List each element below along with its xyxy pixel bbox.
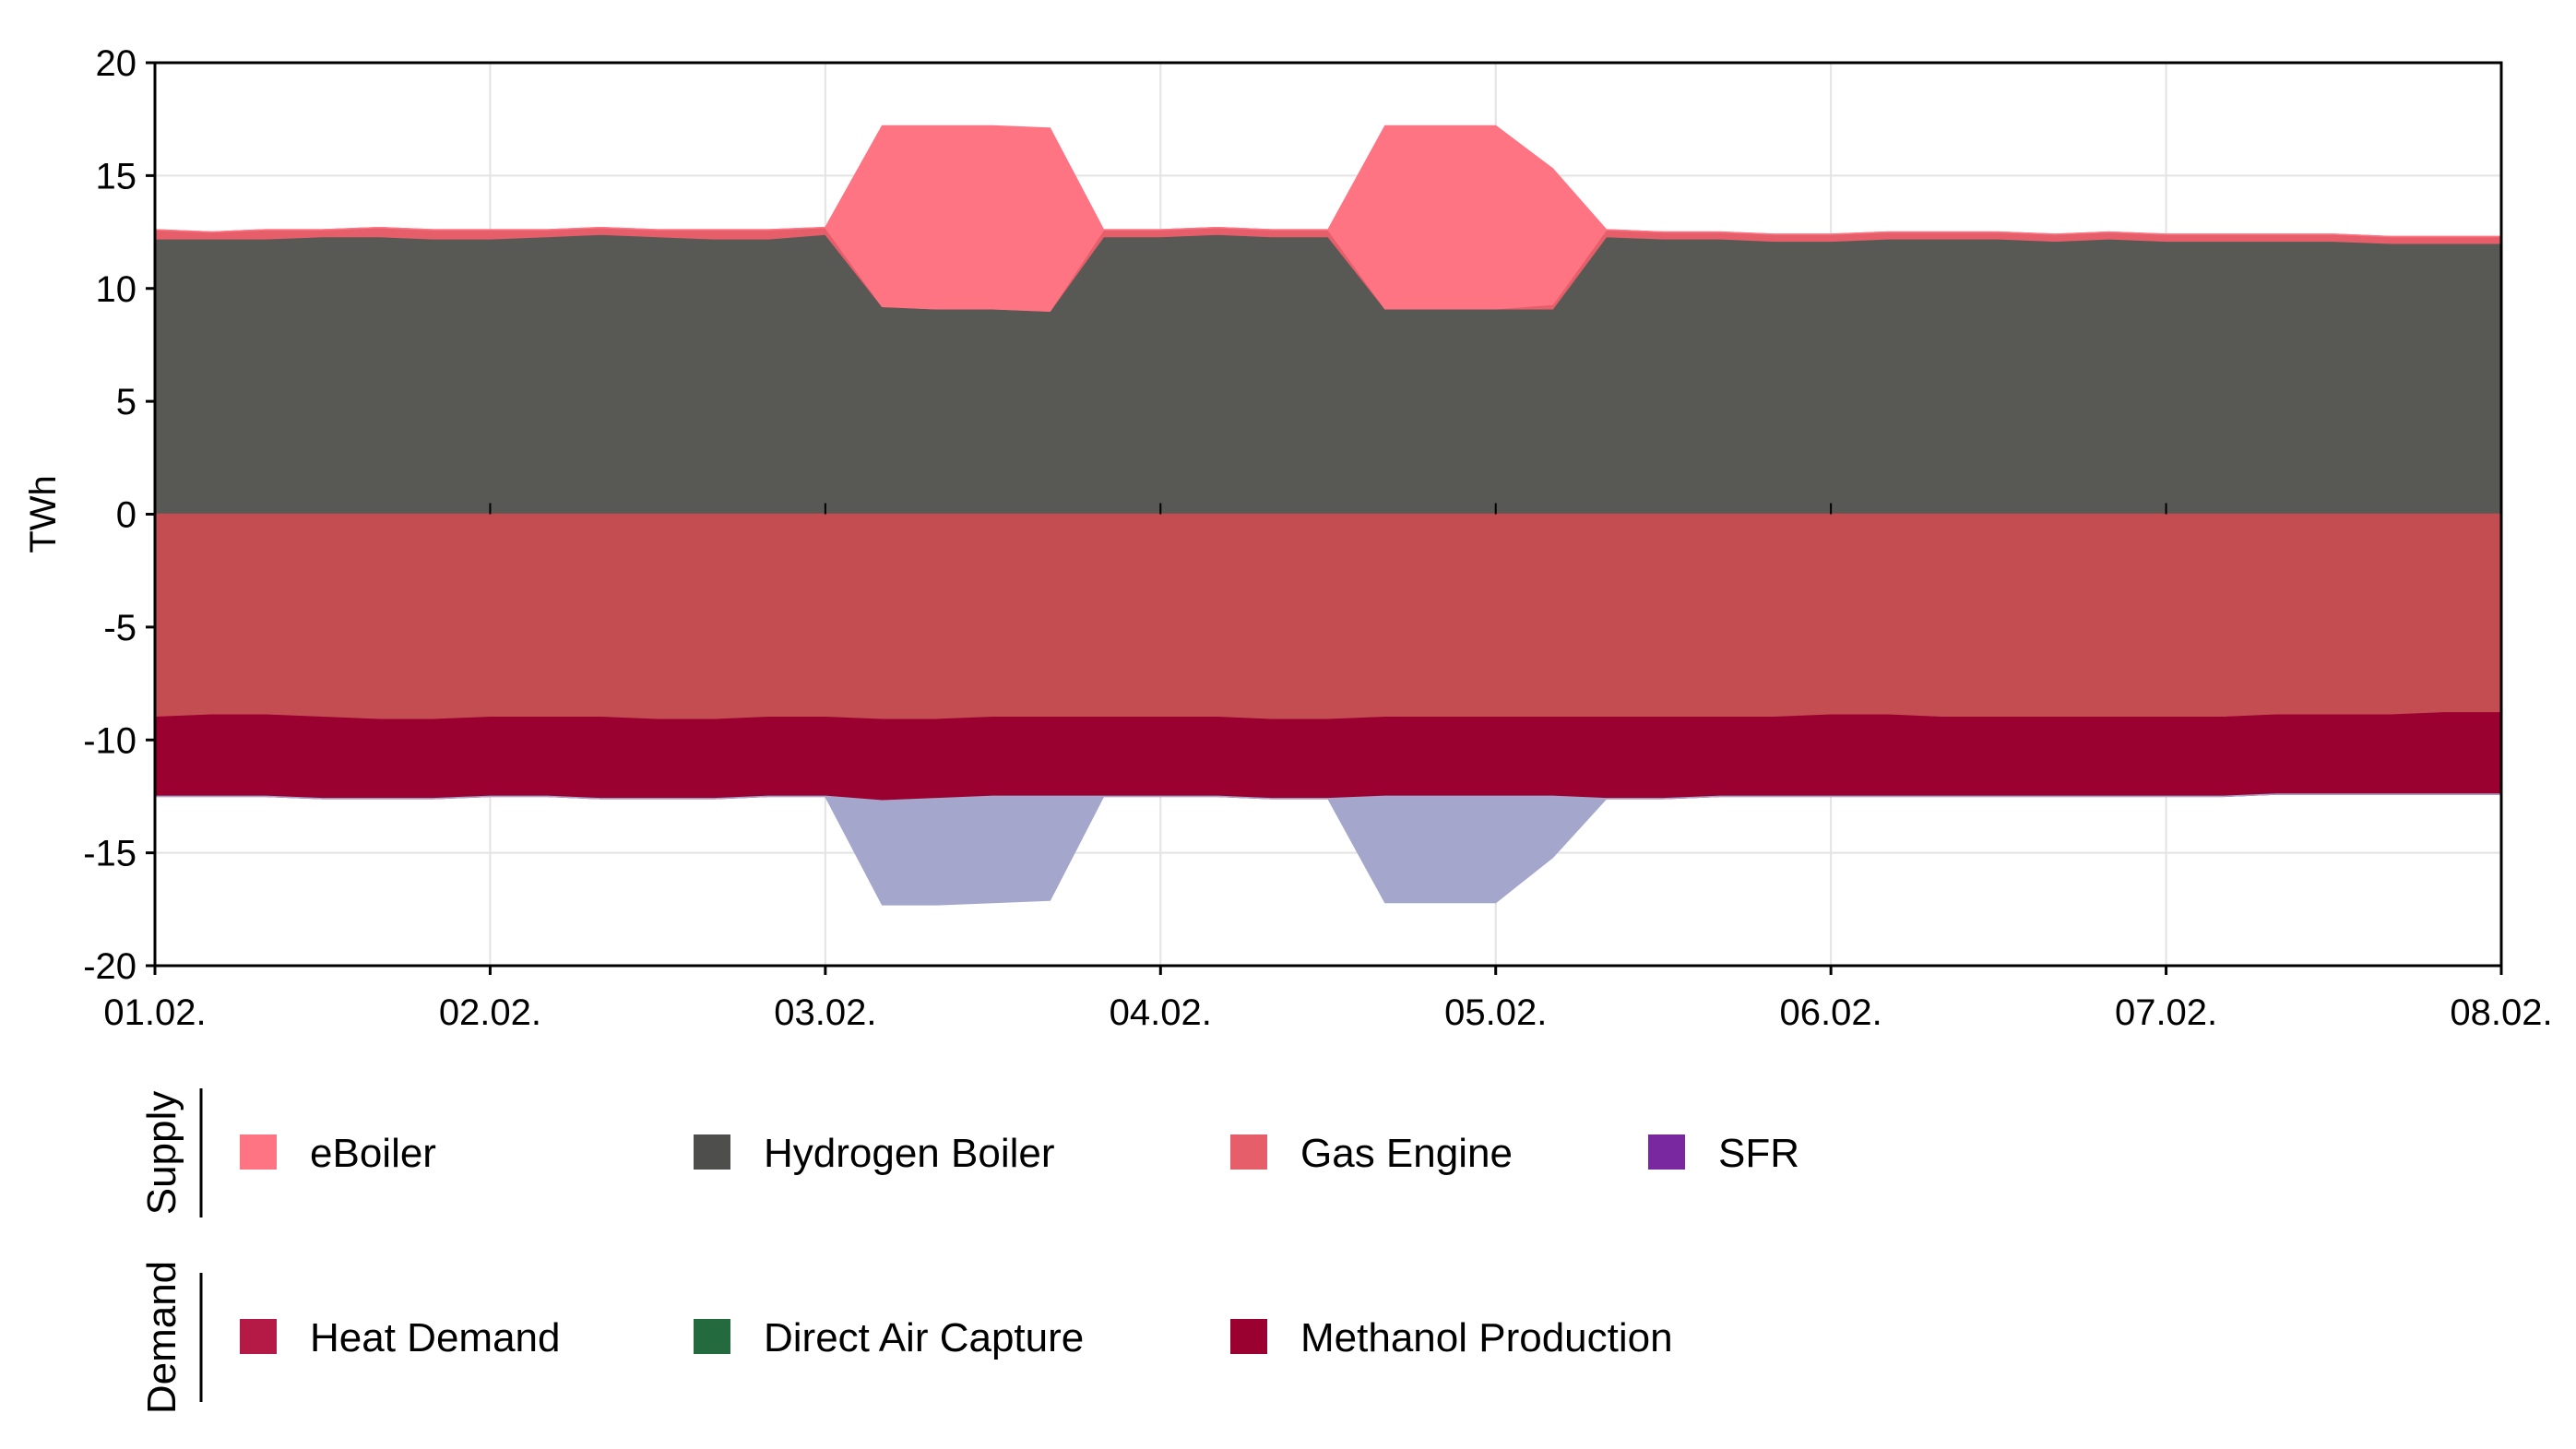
legend-swatch <box>694 1319 730 1354</box>
legend-label: Hydrogen Boiler <box>764 1131 1055 1176</box>
legend-label: SFR <box>1718 1131 1799 1176</box>
legend-group-label: Supply <box>139 1091 184 1216</box>
y-tick-label: -20 <box>83 946 137 987</box>
area-sfr <box>154 793 2502 906</box>
axes: 20 15 10 5 0 -5 -10 -15 -20 01.02. 02.02. 03.02. 04.… <box>23 43 2553 1033</box>
area-hydrogen-boiler <box>154 233 2502 516</box>
legend-label: Gas Engine <box>1300 1131 1513 1176</box>
x-tick-label: 01.02. <box>103 992 206 1033</box>
legend-swatch <box>1648 1134 1685 1170</box>
y-tick-label: -5 <box>103 608 137 648</box>
y-tick-label: -10 <box>83 720 137 761</box>
legend: Supply eBoiler Hydrogen Boiler Gas Engine SF… <box>139 1088 1799 1414</box>
y-tick-label: 15 <box>96 156 137 196</box>
x-tick-label: 08.02. <box>2450 992 2552 1033</box>
y-tick-label: 10 <box>96 269 137 310</box>
y-tick-label: 0 <box>116 495 137 536</box>
legend-group-label: Demand <box>139 1261 184 1414</box>
legend-label: eBoiler <box>310 1131 436 1176</box>
y-tick-label: 20 <box>96 43 137 84</box>
y-axis-title: TWh <box>23 475 64 552</box>
x-tick-label: 04.02. <box>1110 992 1212 1033</box>
area-heat-demand <box>154 513 2502 720</box>
area-methanol-production <box>154 712 2502 802</box>
x-tick-label: 05.02. <box>1444 992 1547 1033</box>
legend-swatch <box>1230 1319 1267 1354</box>
x-tick-label: 07.02. <box>2115 992 2217 1033</box>
x-tick-label: 02.02. <box>439 992 541 1033</box>
legend-swatch <box>694 1134 730 1170</box>
legend-swatch <box>240 1319 277 1354</box>
legend-label: Methanol Production <box>1300 1315 1673 1360</box>
legend-swatch <box>1230 1134 1267 1170</box>
legend-swatch <box>240 1134 277 1170</box>
legend-label: Direct Air Capture <box>764 1315 1084 1360</box>
x-tick-label: 03.02. <box>774 992 876 1033</box>
y-tick-label: -15 <box>83 834 137 874</box>
y-tick-label: 5 <box>116 382 137 422</box>
legend-label: Heat Demand <box>310 1315 560 1360</box>
area-series <box>154 125 2502 906</box>
x-tick-label: 06.02. <box>1780 992 1882 1033</box>
